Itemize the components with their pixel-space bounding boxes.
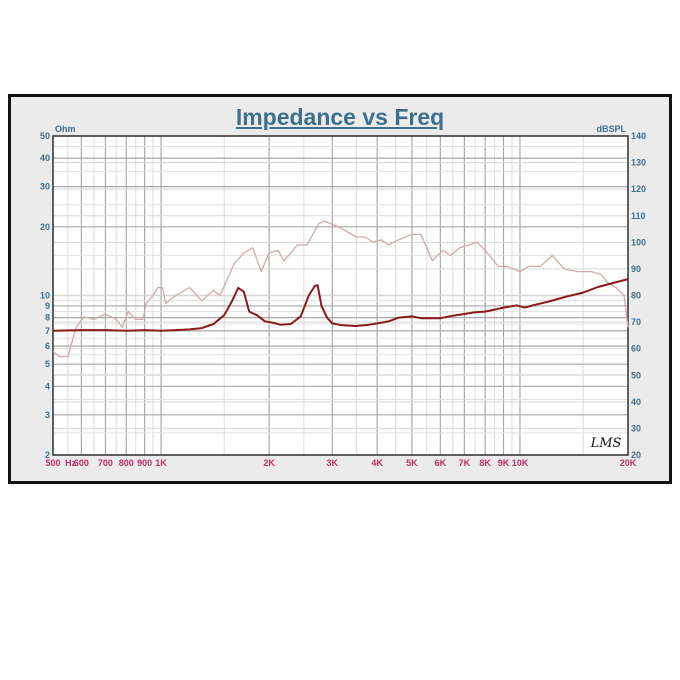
y-tick-label-left: 2: [45, 450, 50, 460]
x-tick-label: 8K: [479, 458, 491, 468]
x-tick-label: 7K: [459, 458, 471, 468]
y-tick-label-left: 20: [40, 222, 50, 232]
x-tick-label: 2K: [263, 458, 275, 468]
y-tick-label-left: 7: [45, 326, 50, 336]
y-tick-label-left: 50: [40, 131, 50, 141]
y-tick-label-right: 100: [631, 237, 646, 247]
left-axis-label: Ohm: [55, 124, 76, 134]
y-tick-label-right: 130: [631, 158, 646, 168]
y-tick-label-right: 120: [631, 184, 646, 194]
y-tick-label-left: 9: [45, 301, 50, 311]
plot-border: [52, 135, 629, 456]
x-tick-label: 20K: [620, 458, 637, 468]
x-tick-label: 600: [74, 458, 89, 468]
x-tick-label: 9K: [498, 458, 510, 468]
y-tick-label-right: 30: [631, 423, 641, 433]
x-tick-label: 10K: [512, 458, 529, 468]
y-tick-label-left: 3: [45, 410, 50, 420]
y-tick-label-left: 40: [40, 153, 50, 163]
x-tick-label: Hz: [65, 458, 76, 468]
x-tick-label: 700: [98, 458, 113, 468]
y-tick-label-right: 90: [631, 264, 641, 274]
x-tick-label: 1K: [155, 458, 167, 468]
y-tick-label-left: 4: [45, 381, 50, 391]
y-tick-label-right: 110: [631, 211, 646, 221]
x-tick-label: 500: [45, 458, 60, 468]
y-tick-label-left: 5: [45, 359, 50, 369]
spl-line: [52, 220, 629, 358]
right-axis-label: dBSPL: [596, 124, 626, 134]
x-tick-label: 5K: [406, 458, 418, 468]
impedance-line: [52, 278, 629, 332]
y-tick-label-left: 30: [40, 182, 50, 192]
y-tick-label-left: 10: [40, 291, 50, 301]
y-tick-label-left: 6: [45, 341, 50, 351]
y-tick-label-left: 8: [45, 313, 50, 323]
x-tick-label: 6K: [435, 458, 447, 468]
x-tick-label: 3K: [327, 458, 339, 468]
y-tick-label-right: 50: [631, 370, 641, 380]
y-tick-label-right: 60: [631, 344, 641, 354]
x-tick-label: 800: [119, 458, 134, 468]
y-tick-label-right: 40: [631, 397, 641, 407]
y-tick-label-right: 80: [631, 291, 641, 301]
x-tick-label: 900: [137, 458, 152, 468]
chart-title: Impedance vs Freq: [235, 104, 445, 130]
lms-watermark: LMS: [590, 436, 622, 451]
x-tick-label: 4K: [371, 458, 383, 468]
y-tick-label-right: 70: [631, 317, 641, 327]
y-tick-label-right: 140: [631, 131, 646, 141]
y-tick-label-right: 20: [631, 450, 641, 460]
